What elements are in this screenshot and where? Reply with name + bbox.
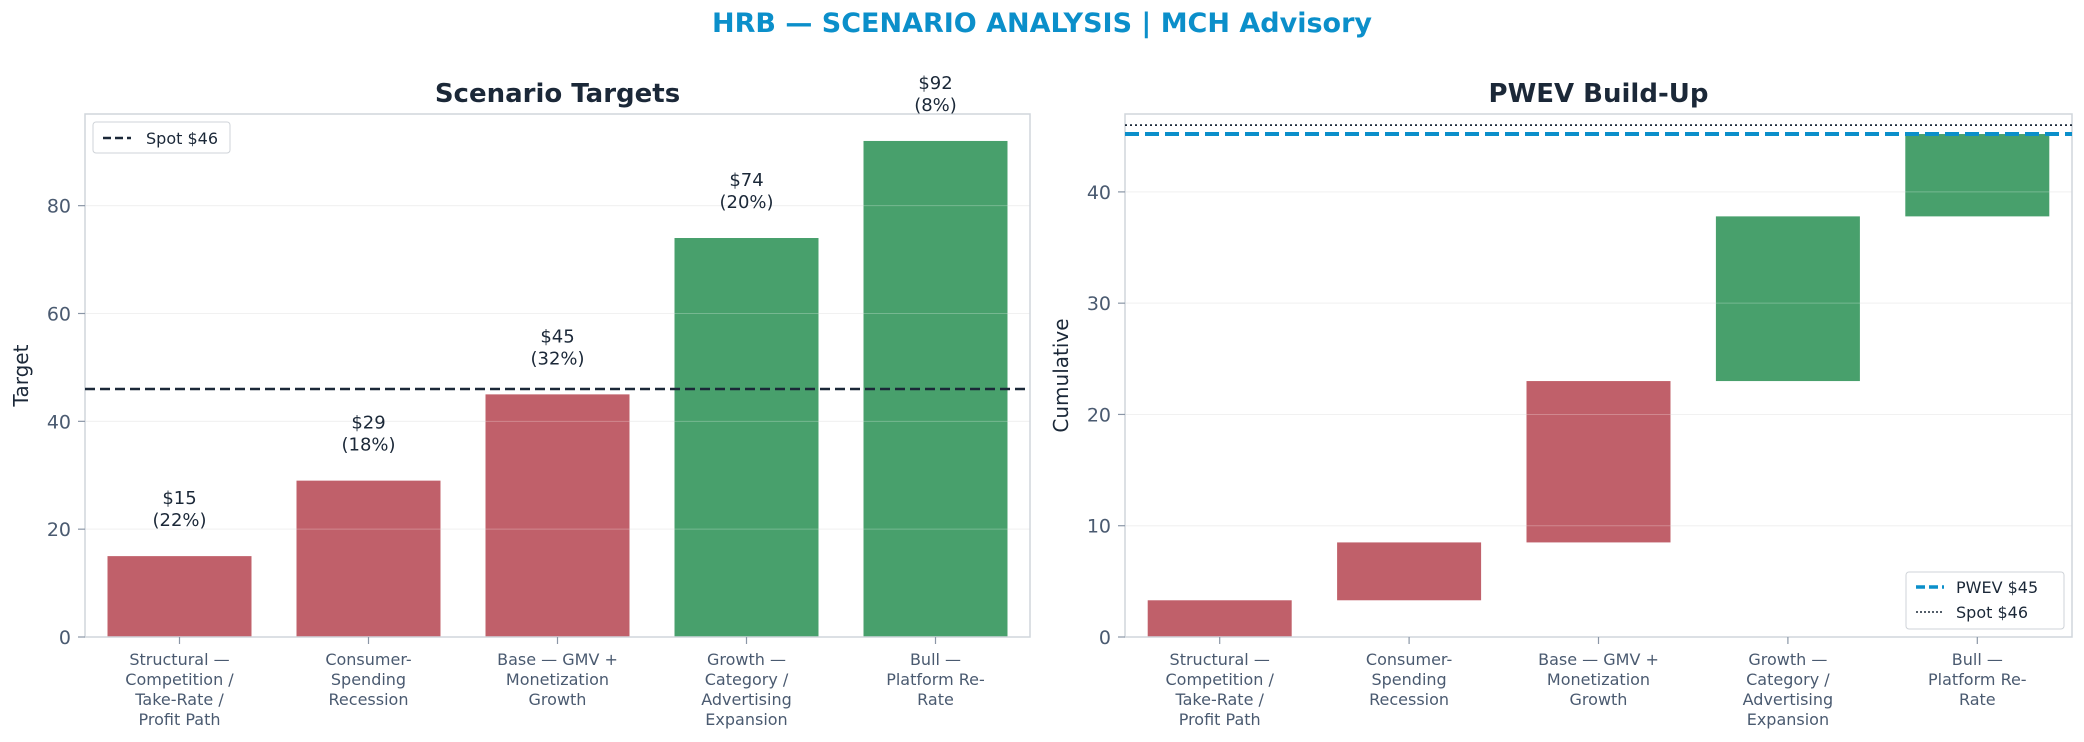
waterfall-segment <box>1147 600 1292 637</box>
data-label: $92 (8%) <box>914 73 957 116</box>
data-label: $74 (20%) <box>719 170 773 213</box>
bar <box>485 394 630 637</box>
legend-box <box>92 121 231 154</box>
y-axis-label: Cumulative <box>1049 318 1073 432</box>
figure-title: HRB — SCENARIO ANALYSIS | MCH Advisory <box>712 8 1372 39</box>
x-tick-label: Base — GMV + Monetization Growth <box>1538 650 1659 709</box>
legend-box <box>1905 571 2065 630</box>
legend-label-pwev: PWEV $45 <box>1956 578 2038 597</box>
y-tick-label: 0 <box>59 627 71 649</box>
bar <box>107 556 252 637</box>
y-tick-label: 20 <box>47 519 71 541</box>
x-tick-label: Growth — Category / Advertising Expansion <box>1743 650 1834 729</box>
bar <box>296 480 441 637</box>
waterfall-segment <box>1526 381 1671 543</box>
x-tick-label: Bull — Platform Re-Rate <box>886 650 985 709</box>
legend-label-spot: Spot $46 <box>146 129 218 148</box>
x-tick-label: Base — GMV + Monetization Growth <box>497 650 618 709</box>
y-tick-label: 20 <box>1087 404 1111 426</box>
y-tick-label: 60 <box>47 303 71 325</box>
y-tick-label: 0 <box>1099 627 1111 649</box>
x-tick-label: Bull — Platform Re-Rate <box>1928 650 2027 709</box>
x-tick-label: Consumer-Spending Recession <box>325 650 411 709</box>
x-tick-label: Structural — Competition / Take-Rate / Prof… <box>1166 650 1275 729</box>
x-tick-label: Growth — Category / Advertising Expansion <box>701 650 792 729</box>
bar <box>674 238 819 637</box>
legend-label-spot: Spot $46 <box>1956 603 2028 622</box>
waterfall-segment <box>1337 542 1482 601</box>
waterfall-segment <box>1715 216 1860 382</box>
y-tick-label: 40 <box>47 411 71 433</box>
y-tick-label: 10 <box>1087 516 1111 538</box>
x-tick-label: Structural — Competition / Take-Rate / Prof… <box>125 650 234 729</box>
panel-title: PWEV Build-Up <box>1489 79 1709 109</box>
y-tick-label: 40 <box>1087 182 1111 204</box>
y-tick-label: 30 <box>1087 293 1111 315</box>
data-label: $45 (32%) <box>530 326 584 369</box>
waterfall-segment <box>1905 134 2050 217</box>
y-axis-label: Target <box>9 344 33 407</box>
data-label: $29 (18%) <box>341 413 395 456</box>
y-tick-label: 80 <box>47 196 71 218</box>
panel-title: Scenario Targets <box>435 79 680 109</box>
data-label: $15 (22%) <box>152 488 206 531</box>
x-tick-label: Consumer-Spending Recession <box>1366 650 1452 709</box>
